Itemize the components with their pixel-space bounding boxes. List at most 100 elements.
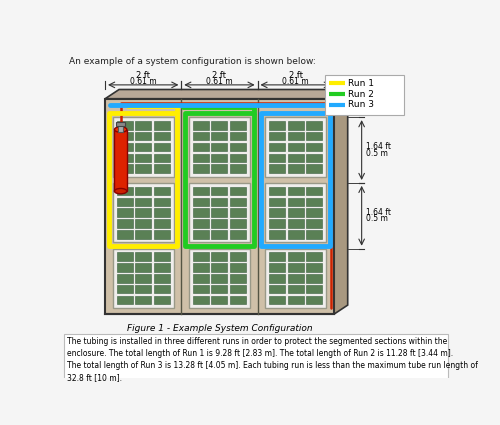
Bar (117, 264, 133, 272)
Bar (154, 252, 170, 261)
Bar (135, 187, 152, 196)
Text: Run 1: Run 1 (348, 79, 374, 88)
Bar (288, 219, 304, 228)
Bar (135, 132, 152, 140)
Bar (193, 274, 209, 283)
Bar (288, 230, 304, 238)
Bar (154, 164, 170, 173)
Bar (135, 121, 152, 130)
Bar (193, 143, 209, 151)
Bar (230, 264, 246, 272)
Bar (212, 208, 228, 217)
Bar (193, 230, 209, 238)
Bar (117, 132, 133, 140)
Bar (269, 208, 285, 217)
Bar (154, 208, 170, 217)
Bar (212, 153, 228, 162)
Bar (306, 143, 322, 151)
Bar (117, 153, 133, 162)
Bar (189, 117, 250, 177)
Text: 2 ft: 2 ft (288, 71, 302, 80)
Bar (269, 264, 285, 272)
Bar (269, 219, 285, 228)
Bar (269, 132, 285, 140)
Bar (269, 153, 285, 162)
Bar (212, 230, 228, 238)
Bar (266, 183, 326, 243)
Text: 0.5 m: 0.5 m (366, 149, 388, 158)
Bar (154, 264, 170, 272)
Bar (269, 143, 285, 151)
Bar (154, 198, 170, 206)
Bar (117, 296, 133, 304)
Bar (212, 121, 228, 130)
Bar (189, 249, 250, 308)
Text: 2 ft: 2 ft (212, 71, 226, 80)
Bar (117, 198, 133, 206)
Text: 0.61 m: 0.61 m (130, 77, 156, 86)
Bar (269, 252, 285, 261)
Bar (288, 198, 304, 206)
Bar (154, 153, 170, 162)
FancyBboxPatch shape (325, 75, 404, 115)
Bar (306, 132, 322, 140)
Bar (288, 143, 304, 151)
Bar (135, 285, 152, 294)
Bar (288, 274, 304, 283)
Bar (230, 164, 246, 173)
Bar (230, 208, 246, 217)
Bar (212, 198, 228, 206)
Bar (154, 132, 170, 140)
Bar (269, 198, 285, 206)
Bar (266, 249, 326, 308)
Bar (193, 164, 209, 173)
Bar (154, 143, 170, 151)
Bar (117, 230, 133, 238)
Bar (193, 252, 209, 261)
Bar (117, 208, 133, 217)
Bar (230, 143, 246, 151)
Bar (230, 274, 246, 283)
Bar (288, 187, 304, 196)
Bar (212, 143, 228, 151)
Text: 1.64 ft: 1.64 ft (366, 208, 390, 217)
Bar (230, 153, 246, 162)
Text: The tubing is installed in three different runs in order to protect the segmente: The tubing is installed in three differe… (67, 337, 478, 382)
Bar (230, 198, 246, 206)
Bar (117, 285, 133, 294)
Bar (193, 153, 209, 162)
Bar (212, 252, 228, 261)
Bar (306, 219, 322, 228)
Bar (105, 99, 334, 314)
Bar (288, 208, 304, 217)
Bar (269, 164, 285, 173)
Bar (269, 187, 285, 196)
Bar (230, 252, 246, 261)
Bar (306, 208, 322, 217)
Bar (117, 187, 133, 196)
Bar (193, 132, 209, 140)
Bar (306, 153, 322, 162)
Text: An example of a system configuration is shown below:: An example of a system configuration is … (68, 57, 316, 66)
Bar (64, 334, 448, 387)
Text: 0.61 m: 0.61 m (206, 77, 233, 86)
Bar (288, 132, 304, 140)
Bar (135, 252, 152, 261)
Bar (154, 121, 170, 130)
Bar (113, 249, 174, 308)
Bar (135, 198, 152, 206)
Bar (117, 143, 133, 151)
Bar (288, 164, 304, 173)
Bar (230, 219, 246, 228)
Bar (269, 274, 285, 283)
Bar (117, 164, 133, 173)
Bar (135, 208, 152, 217)
Bar (269, 230, 285, 238)
Bar (135, 219, 152, 228)
Bar (306, 121, 322, 130)
Bar (116, 122, 126, 126)
Bar (113, 117, 174, 177)
Bar (306, 198, 322, 206)
Bar (212, 187, 228, 196)
Text: 1.64 ft: 1.64 ft (366, 142, 390, 151)
